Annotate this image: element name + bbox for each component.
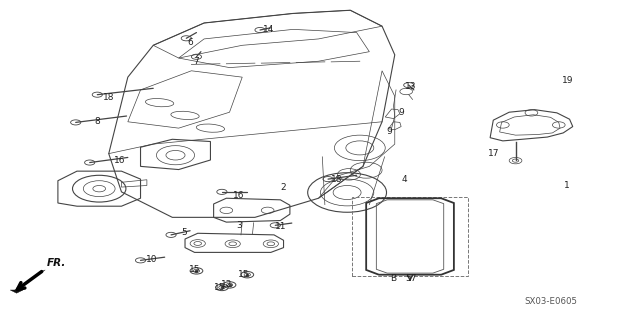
Text: SX03-E0605: SX03-E0605 <box>524 297 577 306</box>
Text: 15: 15 <box>238 270 249 279</box>
Text: 8: 8 <box>94 117 100 126</box>
Text: 12: 12 <box>220 280 232 289</box>
Text: B: B <box>390 274 397 283</box>
Text: 6: 6 <box>187 38 193 47</box>
Text: 17: 17 <box>487 149 499 158</box>
Text: 15: 15 <box>214 283 225 292</box>
Text: 16: 16 <box>115 156 126 164</box>
Text: 9: 9 <box>387 127 392 136</box>
Text: 13: 13 <box>405 82 417 91</box>
Text: 16: 16 <box>233 190 245 200</box>
Text: 7: 7 <box>193 57 199 66</box>
Text: 57: 57 <box>405 274 417 283</box>
Text: 1: 1 <box>564 181 569 190</box>
Text: FR.: FR. <box>47 258 66 268</box>
Text: 2: 2 <box>281 183 287 192</box>
Text: 19: 19 <box>562 76 573 85</box>
Text: 18: 18 <box>331 175 342 184</box>
Text: 4: 4 <box>401 175 407 184</box>
Polygon shape <box>10 270 45 293</box>
Text: 10: 10 <box>147 255 158 264</box>
Text: 14: 14 <box>263 25 275 34</box>
Text: 15: 15 <box>189 265 200 275</box>
Text: 3: 3 <box>236 221 242 230</box>
Text: 11: 11 <box>275 222 286 231</box>
Text: 5: 5 <box>181 228 187 237</box>
Text: 18: 18 <box>103 93 115 102</box>
Text: 9: 9 <box>398 108 404 117</box>
